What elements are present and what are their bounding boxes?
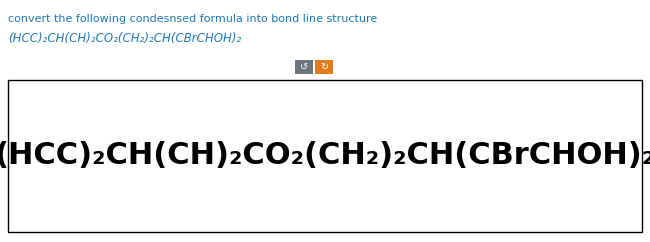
- FancyBboxPatch shape: [8, 80, 642, 232]
- Text: (HCC)₂CH(CH)₂CO₂(CH₂)₂CH(CBrCHOH)₂: (HCC)₂CH(CH)₂CO₂(CH₂)₂CH(CBrCHOH)₂: [0, 142, 650, 171]
- Text: (HCC)₂CH(CH)₂CO₂(CH₂)₂CH(CBrCHOH)₂: (HCC)₂CH(CH)₂CO₂(CH₂)₂CH(CBrCHOH)₂: [8, 32, 241, 45]
- Text: convert the following condesnsed formula into bond line structure: convert the following condesnsed formula…: [8, 14, 377, 24]
- FancyBboxPatch shape: [315, 60, 333, 74]
- Text: ↺: ↺: [300, 62, 308, 72]
- FancyBboxPatch shape: [295, 60, 313, 74]
- Text: ↻: ↻: [320, 62, 328, 72]
